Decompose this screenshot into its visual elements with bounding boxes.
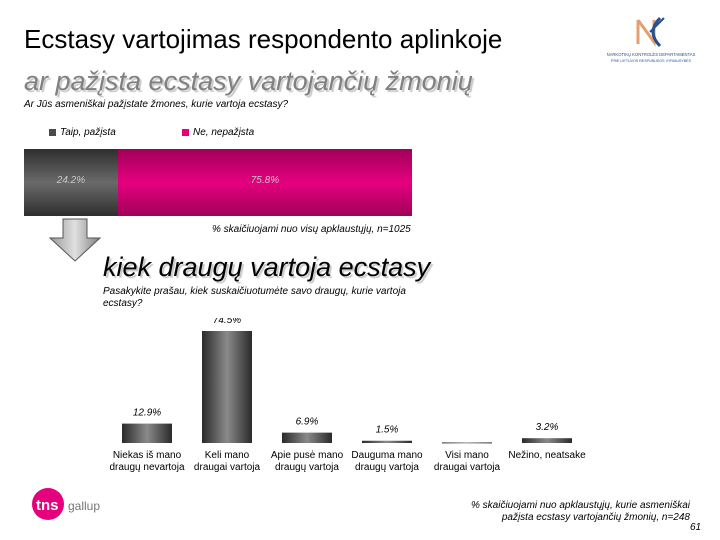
stacked-bar: 24.2% 75.8% [24, 149, 412, 216]
question-1: Ar Jūs asmeniškai pažįstate žmones, kuri… [24, 99, 288, 110]
legend-item-1: Ne, nepažįsta [182, 127, 254, 138]
category-label-4-line-1: draugai vartoja [434, 462, 501, 473]
legend-item-0: Taip, pažįsta [49, 127, 116, 138]
logo-gallup-text: gallup [68, 499, 100, 513]
bar-segment-label-taip: 24.2% [56, 175, 86, 186]
category-label-2-line-1: draugų vartoja [275, 462, 339, 473]
bar-segment-taip: 24.2% [24, 149, 118, 216]
legend-label-1: Ne, nepažįsta [193, 127, 255, 138]
section-2-heading: kiek draugų vartoja ecstasy [103, 252, 431, 282]
bar-2 [282, 432, 332, 443]
legend-swatch-0 [49, 129, 56, 136]
category-label-3-line-1: draugų vartoja [355, 462, 419, 473]
bar-value-label-0: 12.9% [133, 408, 161, 419]
category-label-5-line-0: Nežino, neatsake [508, 450, 586, 461]
legend-label-0: Taip, pažįsta [60, 127, 116, 138]
bar-value-label-1: 74.5% [213, 318, 241, 326]
note-sample-2: % skaičiuojami nuo apklaustųjų, kurie as… [471, 500, 690, 523]
bar-segment-ne: 75.8% [117, 149, 412, 216]
ndk-logo: NARKOTIKŲ KONTROLĖS DEPARTAMENTAS PRIE L… [607, 16, 696, 63]
bar-1 [202, 331, 252, 443]
category-label-4-line-0: Visi mano [445, 450, 489, 461]
bar-value-label-2: 6.9% [296, 417, 319, 428]
slide-subtitle: ar pažįsta ecstasy vartojančių žmonių [24, 66, 473, 96]
slide-title: Ecstasy vartojimas respondento aplinkoje [24, 24, 503, 54]
logo-text-1: NARKOTIKŲ KONTROLĖS DEPARTAMENTAS [607, 52, 696, 57]
question-2: Pasakykite prašau, kiek suskaičiuotumėte… [103, 286, 406, 309]
arrow-down-icon [48, 218, 102, 262]
logo-text-2: PRIE LIETUVOS RESPUBLIKOS VYRIAUSYBĖS [611, 58, 691, 63]
category-label-2-line-0: Apie pusė mano [271, 450, 344, 461]
page-number: 61 [690, 522, 702, 533]
bar-4 [442, 442, 492, 444]
bar-0 [122, 423, 172, 443]
category-label-0-line-1: draugų nevartoja [109, 462, 184, 473]
category-label-0-line-0: Niekas iš mano [113, 450, 182, 461]
category-label-1-line-1: draugai vartoja [194, 462, 261, 473]
category-label-1-line-0: Keli mano [205, 450, 250, 461]
category-label-3-line-0: Dauguma mano [351, 450, 423, 461]
bar-3 [362, 440, 412, 443]
bar-5 [522, 438, 572, 443]
bar-value-label-3: 1.5% [376, 425, 399, 436]
bar-segment-label-ne: 75.8% [250, 175, 280, 186]
note-sample-1: % skaičiuojami nuo visų apklaustųjų, n=1… [212, 224, 411, 235]
bar-value-label-5: 3.2% [536, 422, 559, 433]
tns-gallup-logo: tns gallup [32, 488, 100, 520]
legend-swatch-1 [182, 129, 189, 136]
logo-tns-text: tns [36, 497, 59, 514]
